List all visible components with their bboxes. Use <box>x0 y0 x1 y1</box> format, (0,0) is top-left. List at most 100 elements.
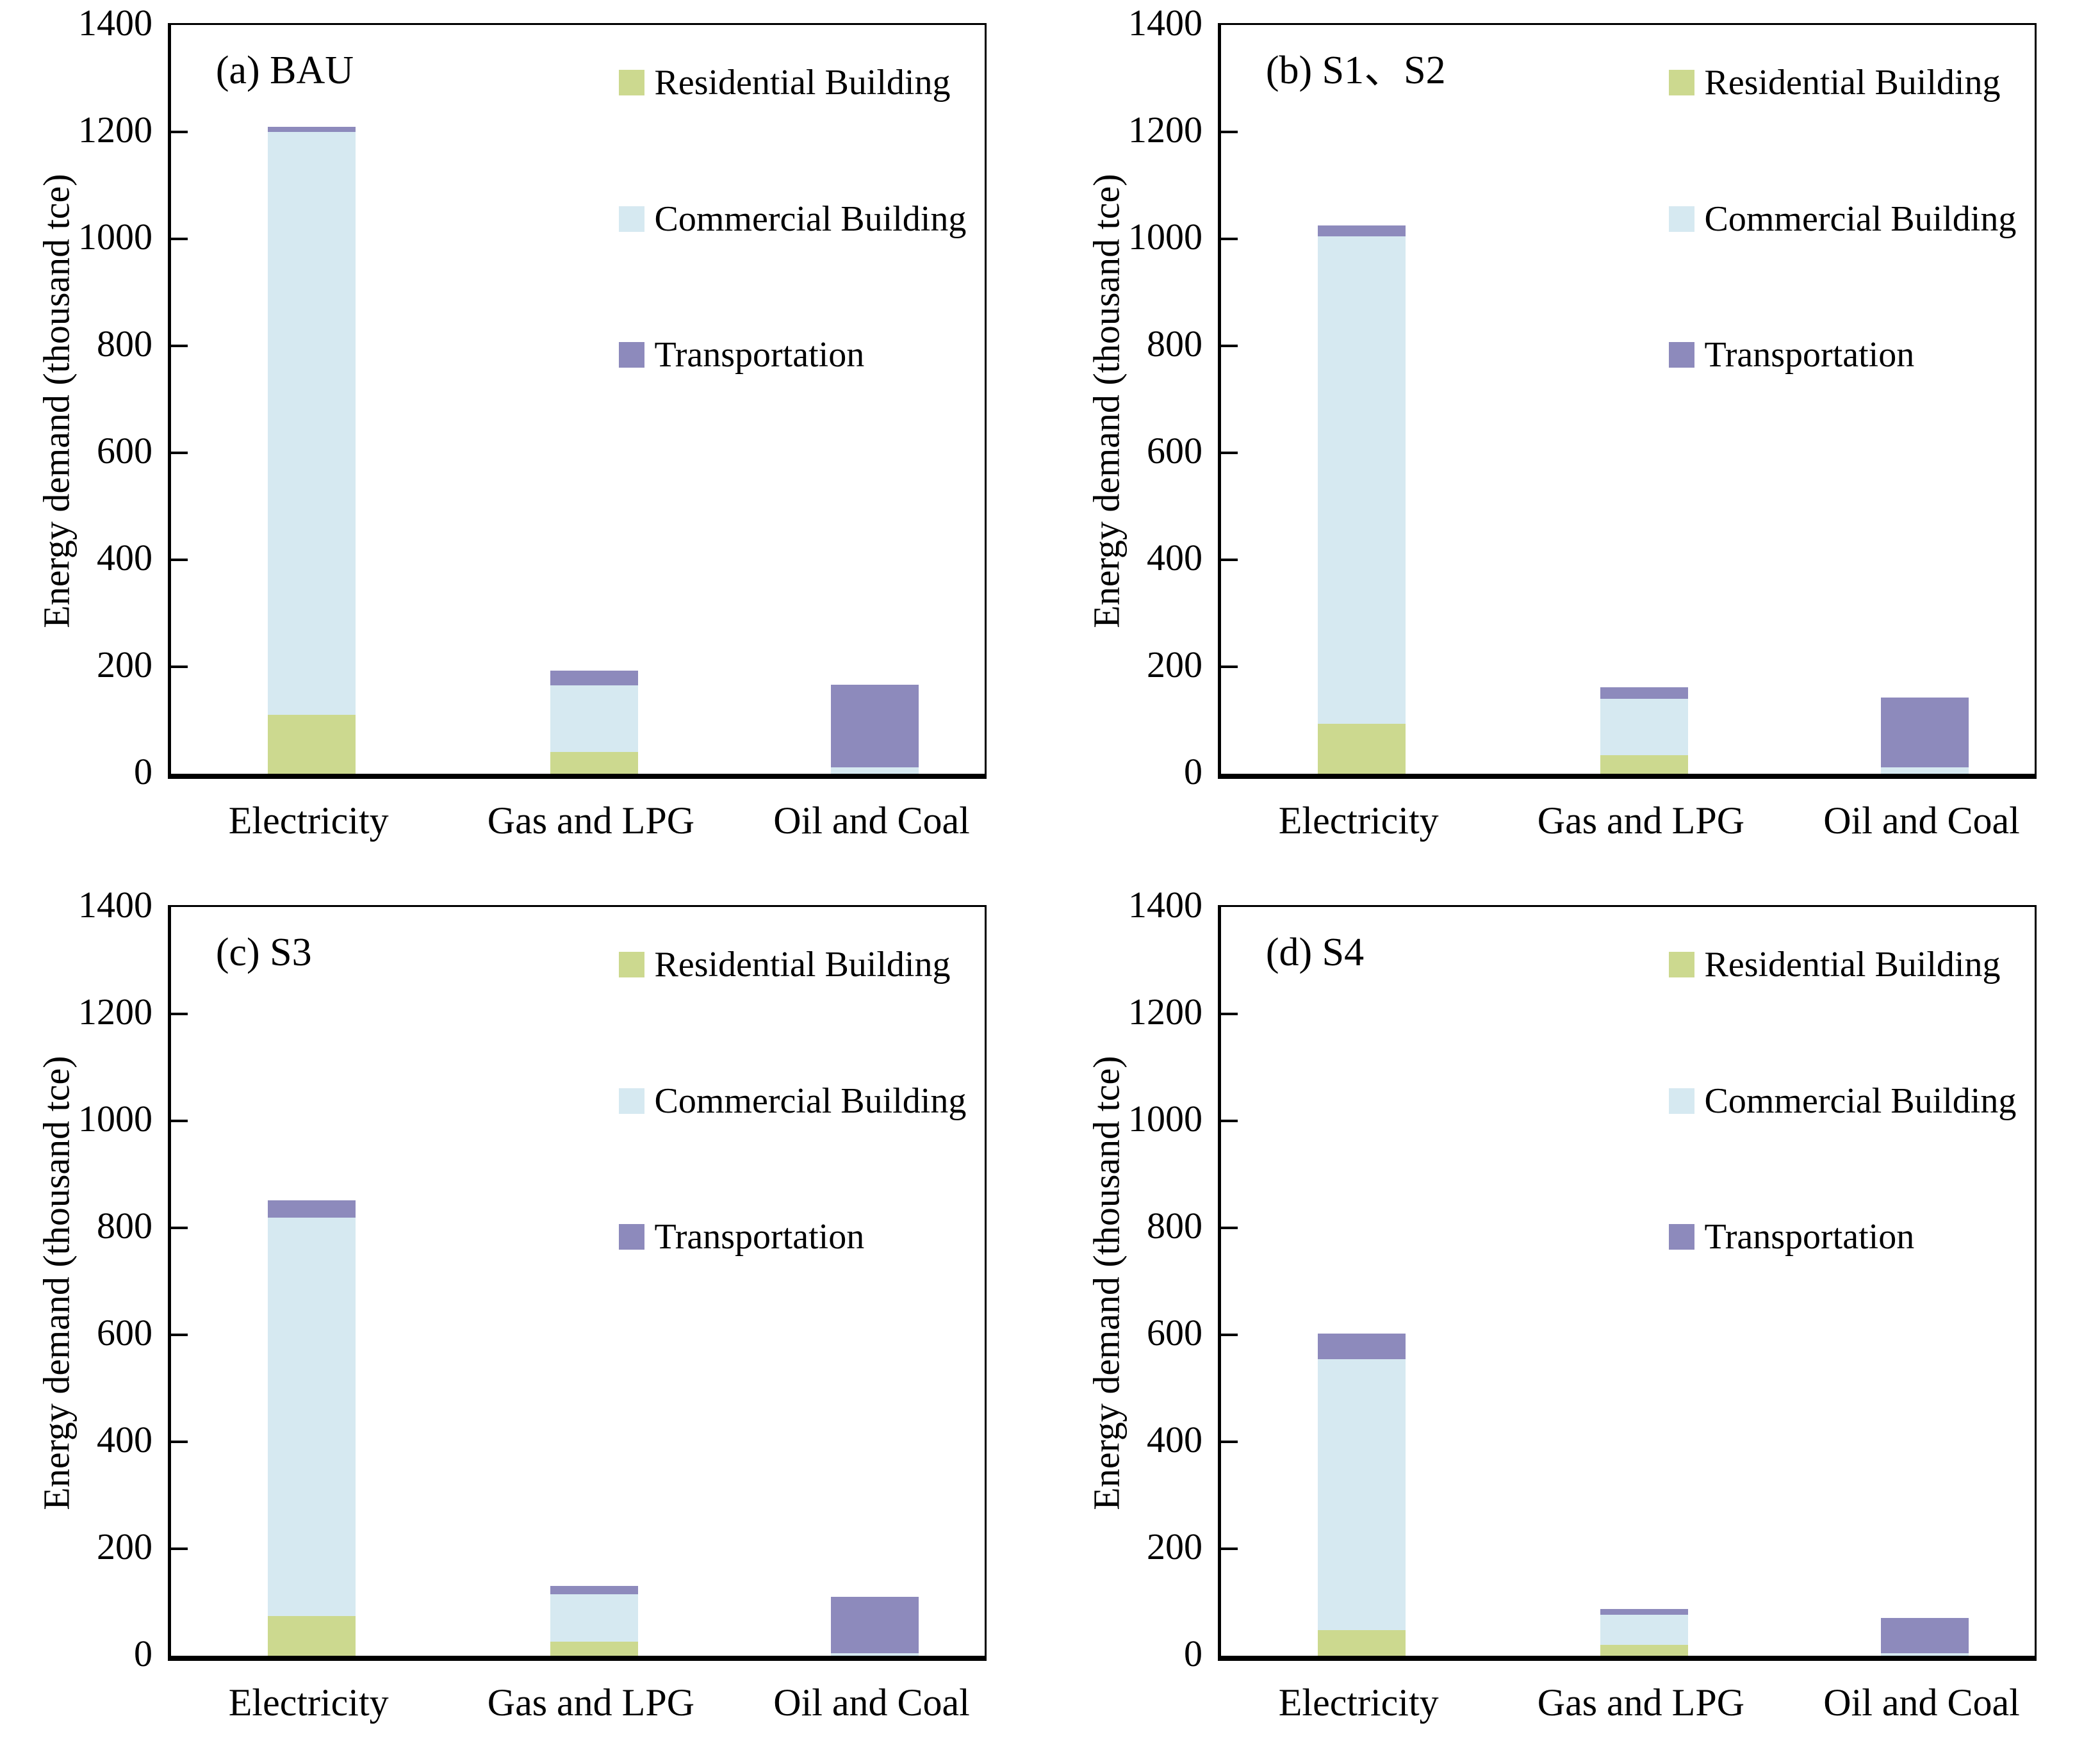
bar-segment-transportation <box>1880 697 1969 767</box>
bar-segment-commercial-building <box>550 685 638 752</box>
y-axis-tick <box>171 131 188 133</box>
y-tick-label: 600 <box>97 430 152 471</box>
panel-label: (a) BAU <box>215 49 354 93</box>
bar-segment-transportation <box>830 1597 919 1653</box>
x-tick-label: Oil and Coal <box>773 799 970 842</box>
y-tick-label: 0 <box>134 1633 152 1674</box>
legend-item: Commercial Building <box>1668 199 2017 239</box>
bar-segment-commercial-building <box>268 1218 356 1617</box>
y-tick-label: 1200 <box>1128 109 1202 151</box>
x-tick-label: Gas and LPG <box>1537 1681 1745 1724</box>
commercial-building-swatch-icon <box>618 1088 644 1114</box>
y-axis-tick <box>171 666 188 668</box>
legend-item: Residential Building <box>618 62 951 102</box>
x-tick-label: Oil and Coal <box>1823 1681 2020 1724</box>
stacked-bar-oil-and-coal <box>1880 25 1969 774</box>
stacked-bar-oil-and-coal <box>1880 907 1969 1656</box>
legend-label: Commercial Building <box>1704 1081 2017 1121</box>
bar-segment-residential-building <box>550 1642 638 1656</box>
y-tick-label: 400 <box>97 1419 152 1460</box>
legend-item: Transportation <box>618 335 865 375</box>
bar-segment-transportation <box>1600 687 1688 699</box>
y-axis-tick <box>1221 1120 1238 1122</box>
x-tick-label: Oil and Coal <box>773 1681 970 1724</box>
legend-label: Residential Building <box>1704 62 2001 102</box>
bar-segment-residential-building <box>1318 1629 1406 1656</box>
y-axis-tick <box>171 238 188 240</box>
bar-segment-commercial-building <box>830 1653 919 1656</box>
bar-segment-transportation <box>830 685 919 767</box>
y-tick-label: 800 <box>97 1205 152 1246</box>
y-tick-label: 1000 <box>78 216 152 257</box>
y-tick-label: 1200 <box>1128 991 1202 1033</box>
plot-area: (d) S4 Residential Building Commercial Bu… <box>1218 905 2037 1661</box>
legend-label: Residential Building <box>1704 944 2001 984</box>
bar-segment-commercial-building <box>268 132 356 715</box>
y-axis-tick <box>1221 1441 1238 1443</box>
y-tick-label: 800 <box>1147 323 1202 364</box>
stacked-bar-electricity <box>268 907 356 1656</box>
legend-label: Residential Building <box>654 62 951 102</box>
stacked-bar-oil-and-coal <box>830 25 919 774</box>
residential-building-swatch-icon <box>1668 69 1694 95</box>
transportation-swatch-icon <box>618 1224 644 1250</box>
y-tick-label: 200 <box>1147 644 1202 685</box>
x-tick-label: Gas and LPG <box>487 1681 695 1724</box>
y-tick-label: 400 <box>1147 537 1202 578</box>
x-tick-label: Oil and Coal <box>1823 799 2020 842</box>
bar-segment-residential-building <box>1600 1645 1688 1656</box>
y-tick-label: 1000 <box>78 1098 152 1139</box>
bar-segment-transportation <box>268 126 356 132</box>
y-axis-tick <box>171 1334 188 1336</box>
stacked-bar-gas-and-lpg <box>550 907 638 1656</box>
legend-label: Commercial Building <box>654 1081 967 1121</box>
y-axis-tick <box>171 1441 188 1443</box>
y-tick-label: 0 <box>1184 1633 1202 1674</box>
legend-label: Transportation <box>654 335 865 375</box>
legend-item: Transportation <box>1668 1217 1915 1257</box>
bar-segment-commercial-building <box>1318 1359 1406 1630</box>
y-tick-label: 1400 <box>1128 2 1202 44</box>
legend-item: Residential Building <box>1668 62 2001 102</box>
legend-item: Commercial Building <box>618 201 966 237</box>
plot-area: (c) S3 Residential Building Commercial Bu… <box>168 905 987 1661</box>
y-tick-label: 1400 <box>1128 884 1202 926</box>
y-axis-tick <box>1221 559 1238 561</box>
residential-building-swatch-icon <box>618 69 644 95</box>
x-tick-label: Gas and LPG <box>1537 799 1745 842</box>
legend-item: Commercial Building <box>618 1081 967 1121</box>
plot-area: (a) BAU Residential Building Commercial B… <box>168 23 987 779</box>
bar-segment-transportation <box>550 670 638 686</box>
x-tick-label: Gas and LPG <box>487 799 695 842</box>
plot-area: (b) S1、S2 Residential Building Commercial… <box>1218 23 2037 779</box>
legend-item: Residential Building <box>1668 944 2001 984</box>
legend-item: Residential Building <box>618 947 950 983</box>
y-tick-label: 1200 <box>78 109 152 151</box>
y-axis-tick <box>171 1013 188 1015</box>
y-tick-label: 1400 <box>78 2 152 44</box>
legend-label: Transportation <box>1704 1217 1915 1257</box>
y-tick-label: 200 <box>1147 1526 1202 1567</box>
bar-segment-residential-building <box>550 751 638 774</box>
y-tick-label: 200 <box>97 644 152 685</box>
bar-segment-commercial-building <box>1880 1653 1969 1656</box>
panel-label: (b) S1、S2 <box>1265 49 1446 93</box>
y-axis-tick <box>171 452 188 454</box>
legend-label: Commercial Building <box>1704 199 2017 239</box>
stacked-bar-gas-and-lpg <box>1600 907 1688 1656</box>
y-axis-tick <box>1221 1548 1238 1550</box>
panel-b-s1-s2: Energy demand (thousand tce) (b) S1、S2 R… <box>1050 0 2100 882</box>
transportation-swatch-icon <box>1668 342 1694 368</box>
transportation-swatch-icon <box>1668 1224 1694 1250</box>
bar-segment-residential-building <box>268 715 356 774</box>
bar-segment-transportation <box>1600 1609 1688 1615</box>
y-axis-tick <box>1221 238 1238 240</box>
panel-label: (d) S4 <box>1265 931 1365 975</box>
y-axis-tick <box>171 345 188 347</box>
y-tick-label: 0 <box>1184 751 1202 792</box>
bar-segment-residential-building <box>268 1616 356 1656</box>
y-tick-label: 0 <box>134 751 152 792</box>
y-tick-label: 600 <box>1147 430 1202 471</box>
bar-segment-commercial-building <box>550 1594 638 1642</box>
